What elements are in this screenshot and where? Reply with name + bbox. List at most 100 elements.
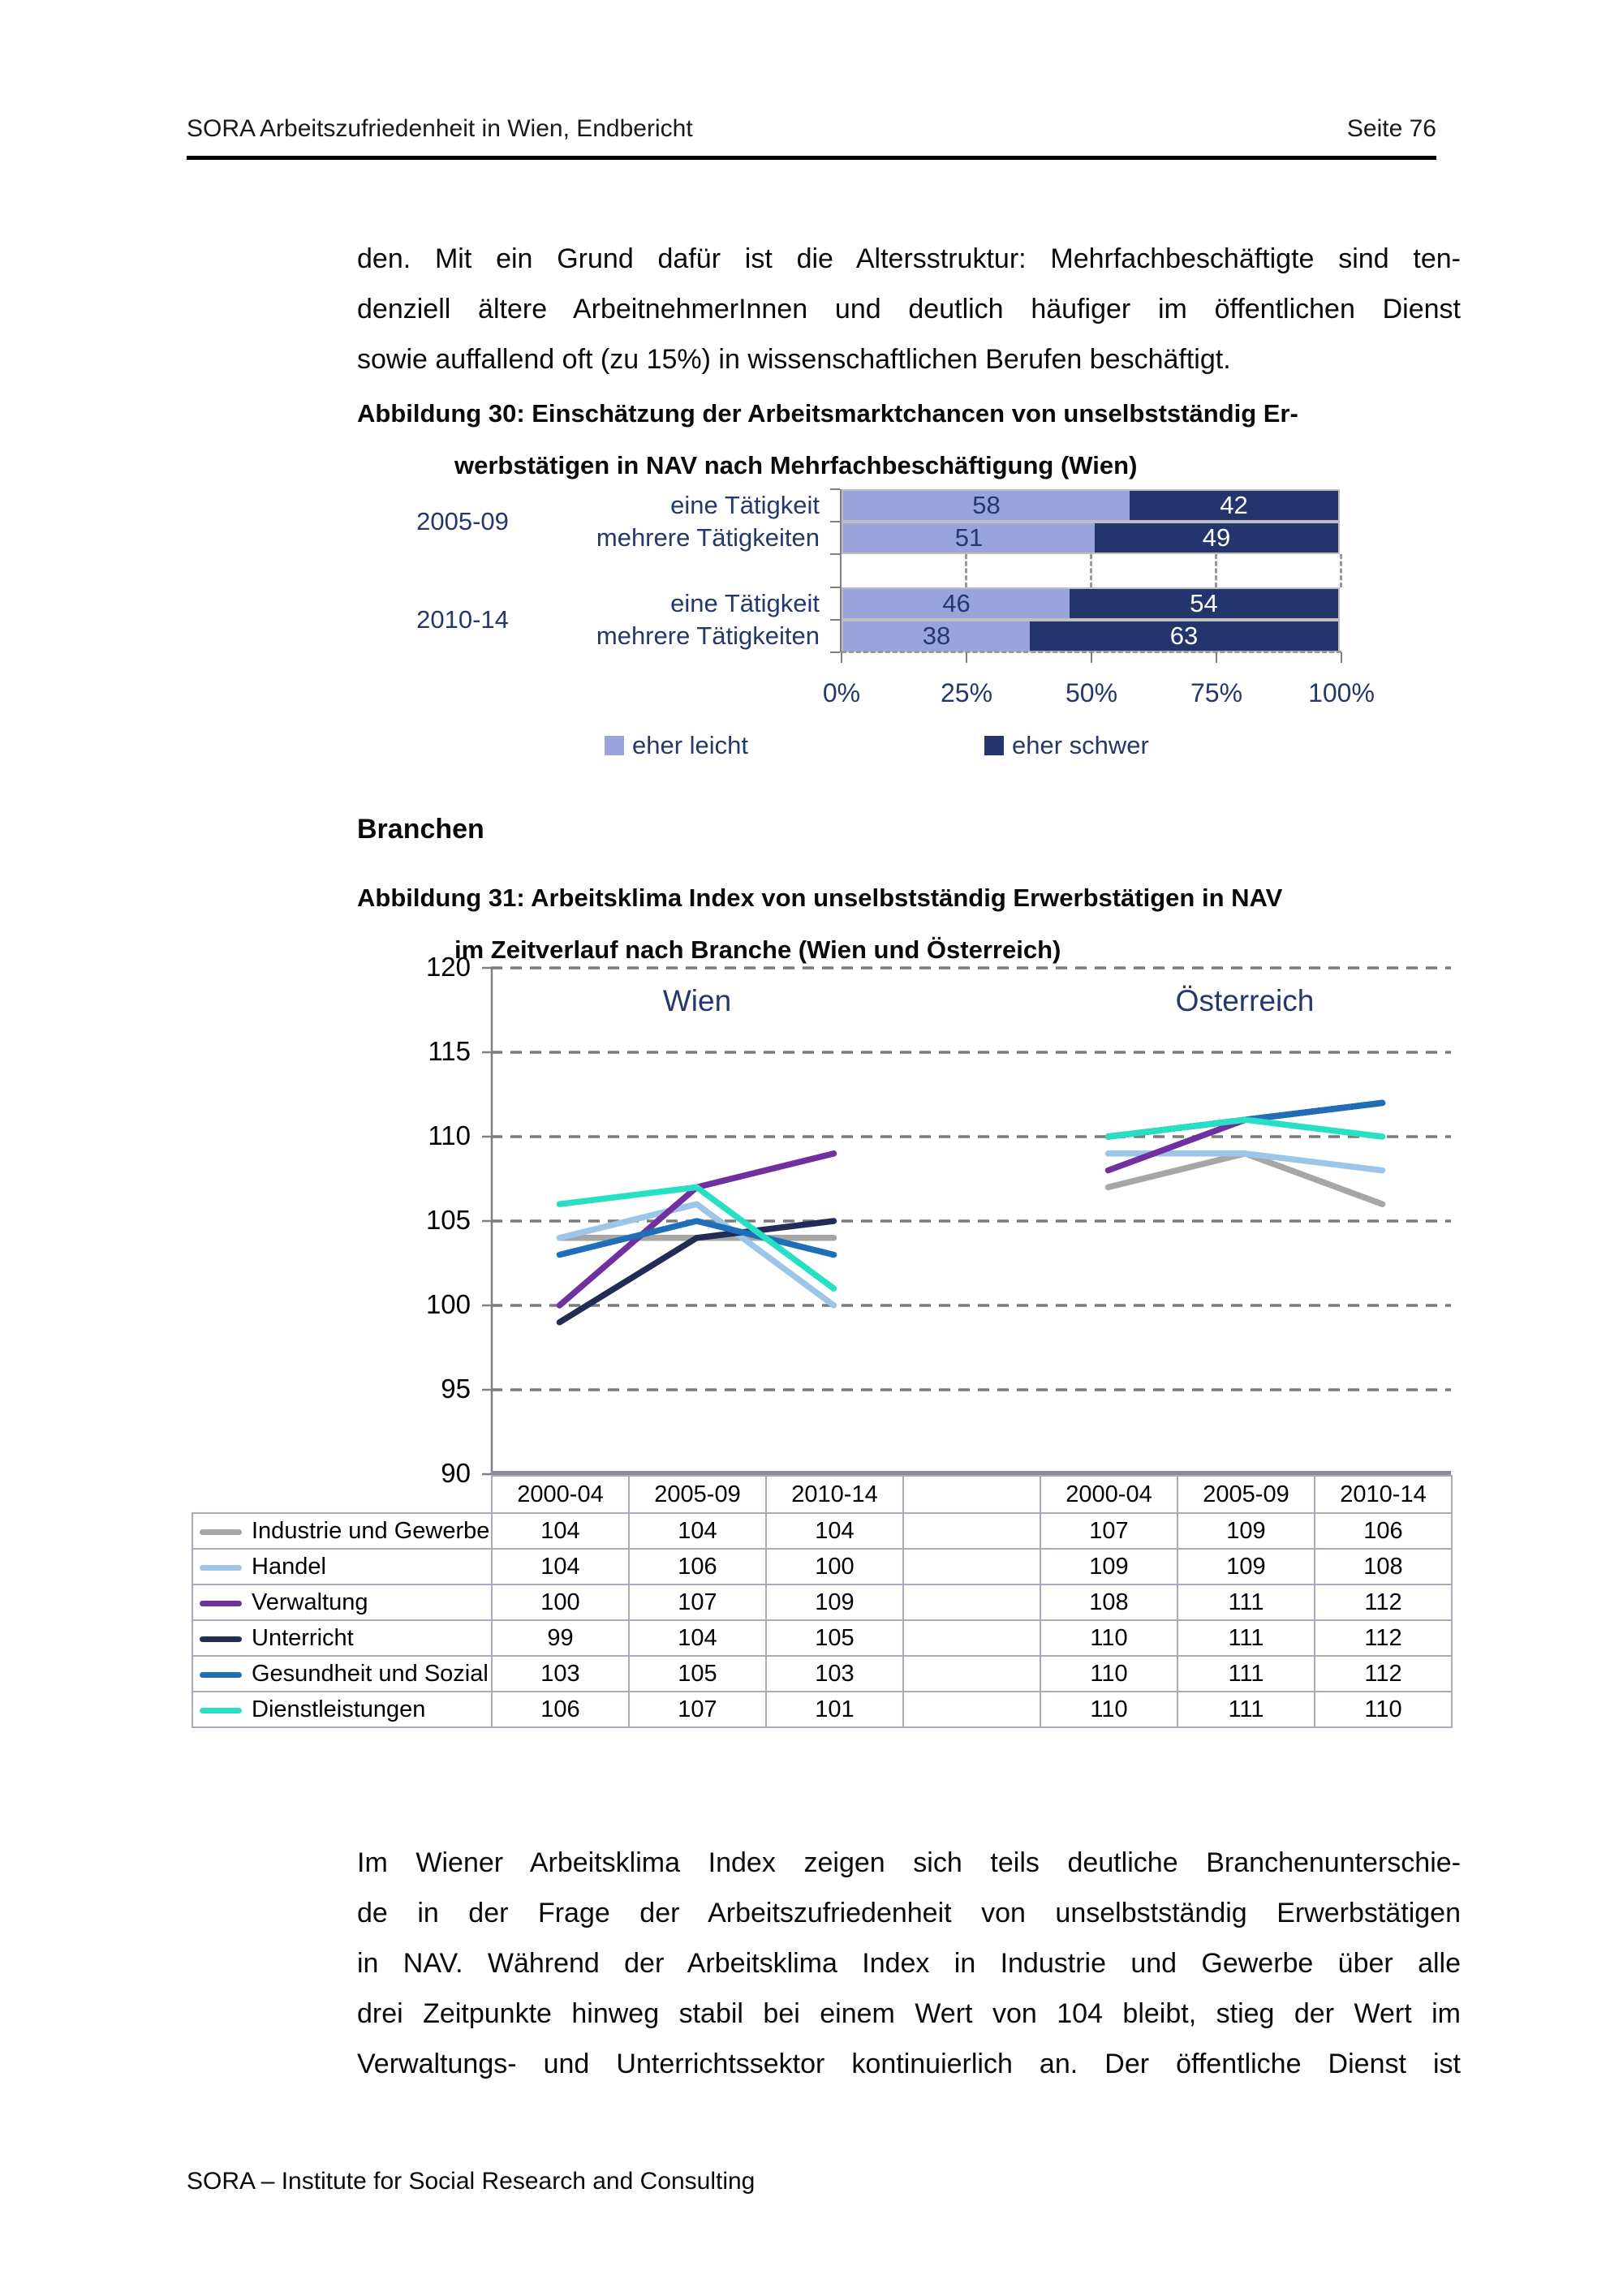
bar-value-schwer: 42 <box>1220 491 1248 519</box>
panel-title-wien: Wien <box>662 984 732 1017</box>
table-series-label: Gesundheit und Sozial <box>192 1655 493 1692</box>
legend-item-eher-leicht: eher leicht <box>605 731 748 760</box>
bar-axis-tick <box>830 553 840 555</box>
paragraph-line: de in der Frage der Arbeitszufriedenheit… <box>357 1898 1461 1928</box>
figure31-caption-line2: im Zeitverlauf nach Branche (Wien und Ös… <box>454 935 1061 964</box>
series-swatch <box>200 1564 242 1571</box>
figure31-caption-line1: Abbildung 31: Arbeitsklima Index von uns… <box>357 884 1283 912</box>
bar-axis-tick <box>830 651 840 653</box>
table-value-wien: 104 <box>628 1512 767 1550</box>
table-row: Unterricht 99 104 105 110 111 112 <box>192 1619 1453 1657</box>
table-header-year: 2005-09 <box>628 1475 767 1514</box>
panel-title-oesterreich: Österreich <box>1175 984 1315 1017</box>
bar-chart-axes <box>830 488 1342 664</box>
bar-value-schwer: 49 <box>1202 523 1231 552</box>
paragraph-line: den. Mit ein Grund dafür ist die Alterss… <box>357 243 1461 274</box>
table-gap-cell <box>902 1619 1041 1657</box>
figure30-caption-line1: Abbildung 30: Einschätzung der Arbeitsma… <box>357 399 1298 428</box>
table-value-wien: 104 <box>765 1512 904 1550</box>
table-value-oesterreich: 108 <box>1314 1548 1453 1585</box>
header-document-title: SORA Arbeitszufriedenheit in Wien, Endbe… <box>187 115 693 142</box>
figure30-bar-chart: eine Tätigkeit 58 42 mehrere Tätigkeiten 51 4… <box>410 489 1341 652</box>
series-line-handel <box>556 1201 837 1309</box>
series-name: Dienstleistungen <box>252 1696 426 1722</box>
table-header-row: 2000-04 2005-09 2010-14 2000-04 2005-09 2010-… <box>192 1475 1453 1514</box>
table-value-wien: 107 <box>628 1691 767 1728</box>
bar-plot: 51 49 <box>842 522 1341 554</box>
bar-rows: eine Tätigkeit 58 42 mehrere Tätigkeiten 51 4… <box>410 489 1341 652</box>
table-value-oesterreich: 111 <box>1177 1619 1315 1657</box>
bar-segment-eher-schwer: 54 <box>1070 587 1340 620</box>
table-value-wien: 105 <box>628 1655 767 1692</box>
bar-xaxis-tick <box>841 652 842 663</box>
line-chart-bottom-axis <box>491 1471 1451 1475</box>
table-value-oesterreich: 108 <box>1040 1584 1178 1621</box>
table-value-oesterreich: 112 <box>1314 1619 1453 1657</box>
bar-xtick-labels: 0% 25% 50% 75% 100% <box>823 678 1410 711</box>
table-value-oesterreich: 109 <box>1177 1548 1315 1585</box>
table-value-wien: 103 <box>765 1655 904 1692</box>
series-swatch <box>200 1529 242 1535</box>
series-swatch <box>200 1600 242 1606</box>
table-value-wien: 103 <box>491 1655 630 1692</box>
table-gap-cell <box>902 1512 1041 1550</box>
table-row: Gesundheit und Sozial 103 105 103 110 111 112 <box>192 1655 1453 1692</box>
bar-xaxis-tick <box>966 652 967 663</box>
table-value-wien: 100 <box>765 1548 904 1585</box>
table-series-label: Dienstleistungen <box>192 1691 493 1728</box>
bar-gridline-vertical <box>965 554 967 587</box>
bar-xtick-label: 100% <box>1308 678 1375 707</box>
bar-segment-eher-leicht: 58 <box>842 489 1131 522</box>
paragraph-line: sowie auffallend oft (zu 15%) in wissens… <box>357 344 1231 375</box>
table-value-wien: 104 <box>491 1512 630 1550</box>
bar-xtick-label: 25% <box>940 678 993 707</box>
aki-table: 2000-04 2005-09 2010-14 2000-04 2005-09 2010-… <box>192 1475 1453 1728</box>
table-series-label: Handel <box>192 1548 493 1585</box>
table-gap-cell <box>902 1691 1041 1728</box>
table-value-oesterreich: 112 <box>1314 1584 1453 1621</box>
header-rule <box>187 156 1436 160</box>
line-chart-ytick-labels: 120 115 110 105 100 95 90 <box>341 952 471 1500</box>
bar-plot: 38 63 <box>842 620 1341 652</box>
table-value-wien: 104 <box>628 1619 767 1657</box>
bar-xtick-label: 75% <box>1190 678 1243 707</box>
table-header-year: 2010-14 <box>1314 1475 1453 1514</box>
table-header-year: 2010-14 <box>765 1475 904 1514</box>
series-swatch <box>200 1707 242 1713</box>
bar-gridline-vertical <box>1215 554 1217 587</box>
table-header-year: 2005-09 <box>1177 1475 1315 1514</box>
table-value-oesterreich: 110 <box>1040 1655 1178 1692</box>
table-value-wien: 100 <box>491 1584 630 1621</box>
table-value-wien: 107 <box>628 1584 767 1621</box>
series-line-dienstleistungen <box>1104 1116 1386 1140</box>
series-swatch <box>200 1671 242 1678</box>
bar-value-leicht: 46 <box>942 589 971 617</box>
table-value-oesterreich: 107 <box>1040 1512 1178 1550</box>
figure31-caption: Abbildung 31: Arbeitsklima Index von uns… <box>357 872 1493 976</box>
table-value-wien: 101 <box>765 1691 904 1728</box>
table-series-label: Verwaltung <box>192 1584 493 1621</box>
bar-row: eine Tätigkeit 46 54 <box>410 587 1341 620</box>
body-paragraph-1: den. Mit ein Grund dafür ist die Alterss… <box>357 234 1461 385</box>
table-value-oesterreich: 110 <box>1040 1691 1178 1728</box>
bar-value-schwer: 54 <box>1190 589 1218 617</box>
table-value-oesterreich: 110 <box>1314 1691 1453 1728</box>
bar-value-schwer: 63 <box>1169 621 1199 650</box>
paragraph-line: Verwaltungs- und Unterrichtssektor konti… <box>357 2049 1461 2079</box>
table-row: Dienstleistungen 106 107 101 110 111 110 <box>192 1691 1453 1728</box>
series-name: Handel <box>252 1553 326 1580</box>
series-name: Gesundheit und Sozial <box>252 1660 489 1687</box>
line-chart-ytick-label: 95 <box>441 1374 471 1404</box>
paragraph-line: in NAV. Während der Arbeitsklima Index i… <box>357 1948 1461 1979</box>
series-swatch <box>200 1636 242 1642</box>
legend-label-schwer: eher schwer <box>1012 731 1149 759</box>
table-gap-cell <box>902 1584 1041 1621</box>
table-value-oesterreich: 106 <box>1314 1512 1453 1550</box>
legend-swatch-leicht <box>605 736 624 755</box>
table-gap-cell <box>902 1655 1041 1692</box>
bar-xaxis-tick <box>1216 652 1217 663</box>
bar-xtick-label: 50% <box>1065 678 1118 707</box>
table-value-wien: 105 <box>765 1619 904 1657</box>
bar-gridline-vertical <box>1340 554 1342 587</box>
table-value-wien: 106 <box>491 1691 630 1728</box>
